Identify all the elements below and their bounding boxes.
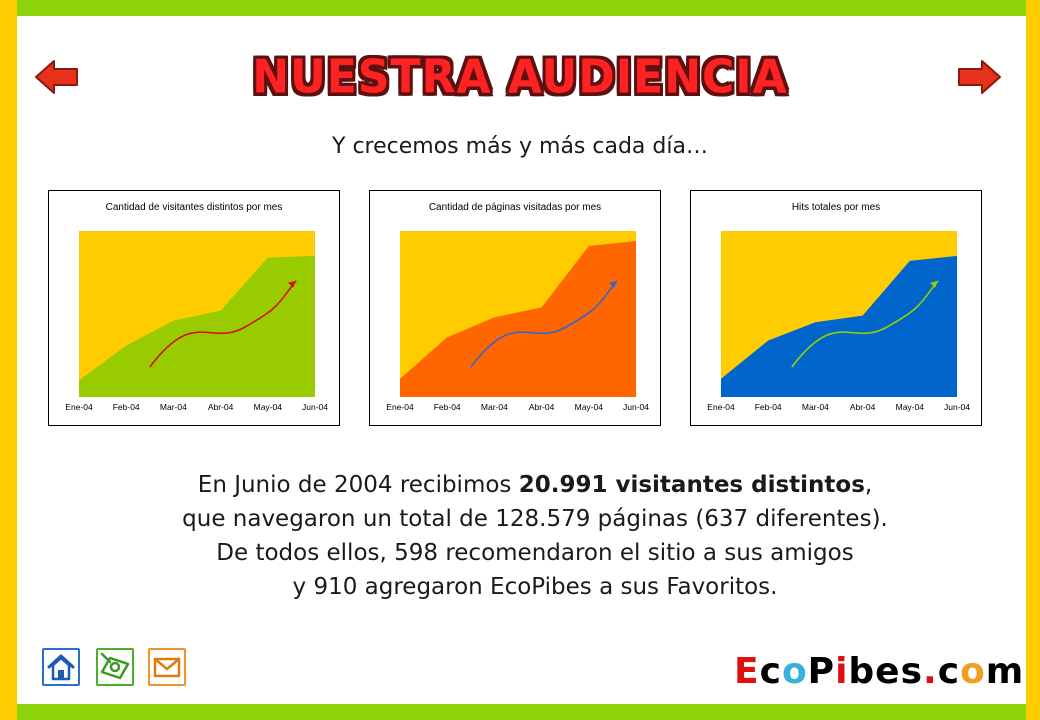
chart-x-tick-label: Feb-04	[113, 402, 140, 412]
chart-x-tick-label: Ene-04	[707, 402, 735, 412]
stats-visitors-highlight: 20.991 visitantes distintos	[518, 472, 865, 498]
frame-right-border	[1026, 0, 1040, 720]
chart-x-tick-label: Abr-04	[208, 402, 234, 412]
chart-x-tick-label: Feb-04	[434, 402, 461, 412]
chart-x-tick-label: Mar-04	[160, 402, 187, 412]
left-arrow-icon	[35, 60, 78, 94]
page-title: NUESTRA AUDIENCIA	[0, 48, 1040, 108]
games-button[interactable]	[96, 648, 134, 686]
chart-x-tick-label: May-04	[575, 402, 604, 412]
chart-pages-svg: Cantidad de páginas visitadas por mes Ene…	[386, 202, 649, 412]
chart-x-tick-label: Mar-04	[802, 402, 829, 412]
chart-trend-arrow	[791, 280, 939, 368]
frame-top-border	[0, 0, 1040, 16]
stats-line-1-pre: En Junio de 2004 recibimos	[197, 472, 519, 498]
chart-x-tick-label: Abr-04	[850, 402, 876, 412]
chart-visitors-svg: Cantidad de visitantes distintos por mes…	[65, 202, 328, 412]
prev-page-button[interactable]	[34, 58, 80, 96]
right-arrow-icon	[958, 60, 1001, 94]
home-button[interactable]	[42, 648, 80, 686]
audience-stats: En Junio de 2004 recibimos 20.991 visita…	[0, 468, 1040, 604]
chart-title: Cantidad de páginas visitadas por mes	[429, 202, 601, 213]
chart-trend-arrowhead	[609, 280, 618, 288]
ecopibes-logo: EcoPibes.com	[734, 651, 1025, 692]
chart-trend-arrow	[470, 280, 618, 368]
chart-pages: Cantidad de páginas visitadas por mes Ene…	[369, 190, 661, 426]
stats-line-3: De todos ellos, 598 recomendaron el siti…	[216, 540, 854, 566]
chart-x-tick-label: Feb-04	[755, 402, 782, 412]
page-subtitle: Y crecemos más y más cada día…	[332, 134, 708, 159]
stats-line-4: y 910 agregaron EcoPibes a sus Favoritos…	[292, 574, 778, 600]
chart-x-tick-label: May-04	[254, 402, 283, 412]
chart-x-tick-label: May-04	[896, 402, 925, 412]
chart-area-series	[79, 255, 315, 397]
mail-button[interactable]	[148, 648, 186, 686]
home-icon	[47, 654, 75, 681]
chart-area-series	[721, 255, 957, 397]
stats-line-2: que navegaron un total de 128.579 página…	[182, 506, 888, 532]
chart-hits: Hits totales por mes Ene-04 Feb-04 Mar-04 Ab…	[690, 190, 982, 426]
chart-visitors: Cantidad de visitantes distintos por mes…	[48, 190, 340, 426]
chart-trend-arrowhead	[288, 280, 297, 288]
chart-x-tick-label: Jun-04	[944, 402, 970, 412]
frame-left-border	[0, 0, 17, 720]
chart-trend-arrowhead	[930, 280, 939, 288]
chart-area-series	[400, 240, 636, 397]
chart-x-tick-label: Ene-04	[386, 402, 414, 412]
page-title-text: NUESTRA AUDIENCIA	[252, 50, 788, 105]
mail-icon	[153, 657, 181, 678]
chart-trend-arrow	[149, 280, 297, 368]
chart-x-tick-label: Ene-04	[65, 402, 93, 412]
chart-x-tick-label: Mar-04	[481, 402, 508, 412]
next-page-button[interactable]	[956, 58, 1002, 96]
chart-title: Hits totales por mes	[792, 202, 880, 213]
chart-title: Cantidad de visitantes distintos por mes	[106, 202, 283, 213]
chart-hits-svg: Hits totales por mes Ene-04 Feb-04 Mar-04 Ab…	[707, 202, 970, 412]
chart-x-tick-label: Abr-04	[529, 402, 555, 412]
stats-line-1: En Junio de 2004 recibimos 20.991 visita…	[0, 468, 1040, 502]
stats-line-1-post: ,	[864, 472, 873, 498]
chart-x-tick-label: Jun-04	[623, 402, 649, 412]
chart-x-tick-label: Jun-04	[302, 402, 328, 412]
game-icon	[100, 652, 130, 680]
frame-bottom-border	[0, 704, 1040, 720]
